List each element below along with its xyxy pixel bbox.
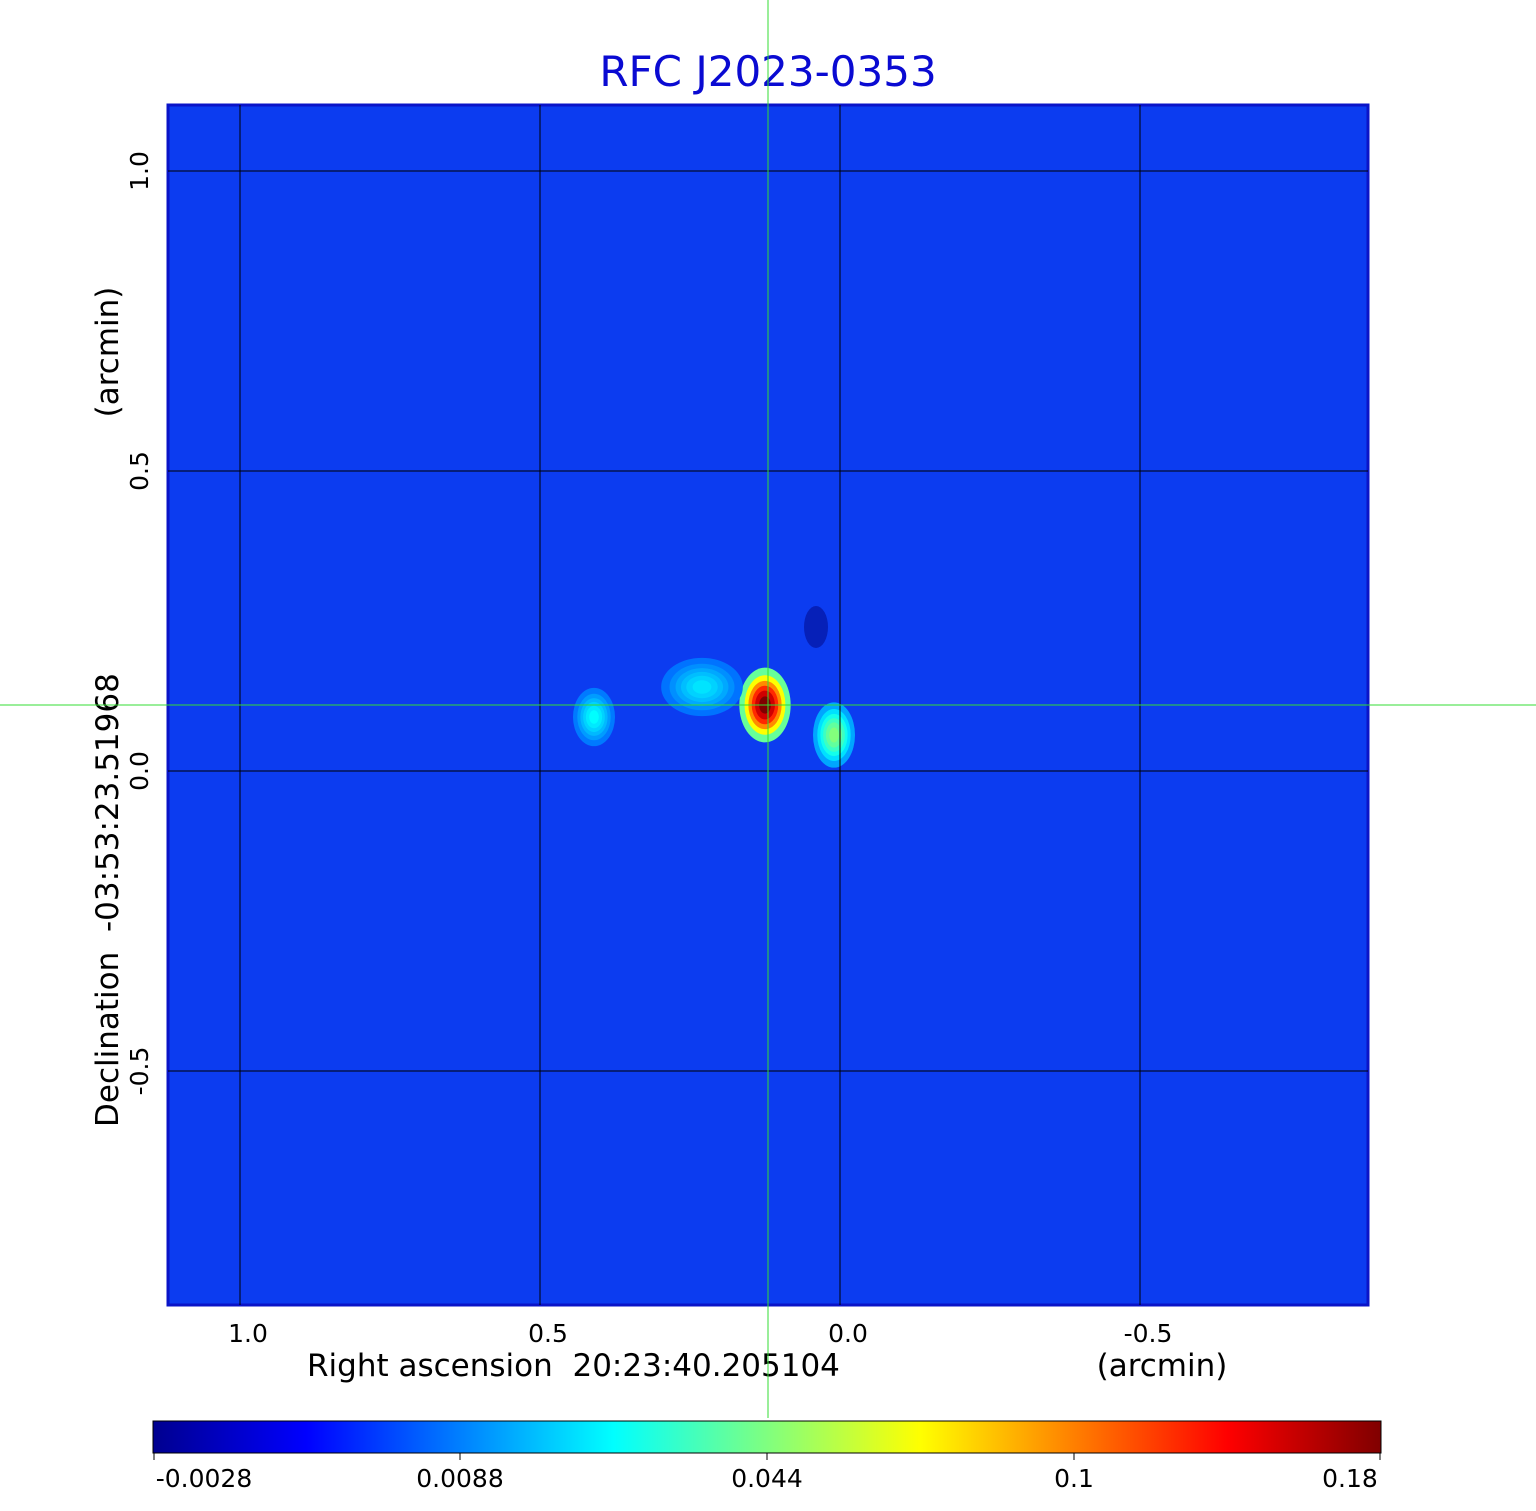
colorbar-tick-label: 0.1 [1054,1464,1094,1493]
colorbar-tick-label: 0.0088 [416,1464,503,1493]
y-tick-label: 0.5 [125,451,154,491]
source-emission [692,680,712,694]
crosshair [0,0,1536,1418]
x-axis-label: Right ascension 20:23:40.205104 [307,1348,840,1384]
y-tick-labels: 1.0 0.5 0.0 -0.5 [125,151,154,1095]
colorbar-tick-label: -0.0028 [156,1464,253,1493]
x-tick-label: -0.5 [1124,1319,1173,1348]
colorbar-tick-label: 0.18 [1322,1464,1378,1493]
x-axis-unit: (arcmin) [1097,1348,1228,1384]
y-axis-unit: (arcmin) [90,287,126,418]
y-axis-label: Declination -03:53:23.51968 [90,673,126,1127]
x-tick-label: 0.0 [828,1319,868,1348]
colorbar: -0.0028 0.0088 0.044 0.1 0.18 [152,1420,1382,1493]
colorbar-gradient [152,1420,1382,1454]
negative-feature [804,606,828,648]
colorbar-tick-label: 0.044 [731,1464,803,1493]
y-tick-label: 0.0 [125,751,154,791]
x-tick-label: 1.0 [228,1319,268,1348]
x-tick-labels: 1.0 0.5 0.0 -0.5 [228,1319,1172,1348]
y-tick-label: 1.0 [125,151,154,191]
x-tick-label: 0.5 [528,1319,568,1348]
source-emission [589,710,599,724]
source-emission [829,727,839,743]
y-tick-label: -0.5 [125,1047,154,1096]
